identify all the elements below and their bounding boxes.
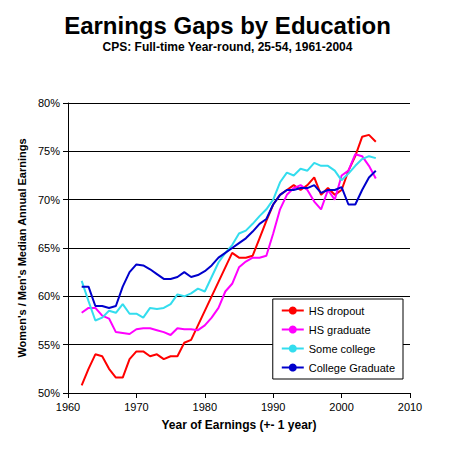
svg-text:HS graduate: HS graduate <box>309 324 371 336</box>
svg-text:80%: 80% <box>38 97 60 109</box>
svg-text:1980: 1980 <box>193 401 217 413</box>
svg-text:CPS: Full-time Year-round, 25-: CPS: Full-time Year-round, 25-54, 1961-2… <box>103 40 353 54</box>
svg-text:55%: 55% <box>38 339 60 351</box>
svg-text:65%: 65% <box>38 242 60 254</box>
svg-text:Year of Earnings (+- 1 year): Year of Earnings (+- 1 year) <box>161 418 316 432</box>
svg-text:1970: 1970 <box>124 401 148 413</box>
svg-text:60%: 60% <box>38 290 60 302</box>
svg-text:50%: 50% <box>38 387 60 399</box>
svg-text:1990: 1990 <box>261 401 285 413</box>
svg-text:Some college: Some college <box>309 343 376 355</box>
svg-text:1960: 1960 <box>56 401 80 413</box>
svg-text:2010: 2010 <box>398 401 422 413</box>
svg-text:College Graduate: College Graduate <box>309 362 395 374</box>
svg-text:Women's / Men's Median Annual: Women's / Men's Median Annual Earnings <box>16 138 28 357</box>
svg-text:70%: 70% <box>38 194 60 206</box>
svg-text:HS dropout: HS dropout <box>309 305 365 317</box>
svg-text:2000: 2000 <box>329 401 353 413</box>
svg-text:75%: 75% <box>38 145 60 157</box>
svg-text:Earnings Gaps by Education: Earnings Gaps by Education <box>64 12 391 39</box>
